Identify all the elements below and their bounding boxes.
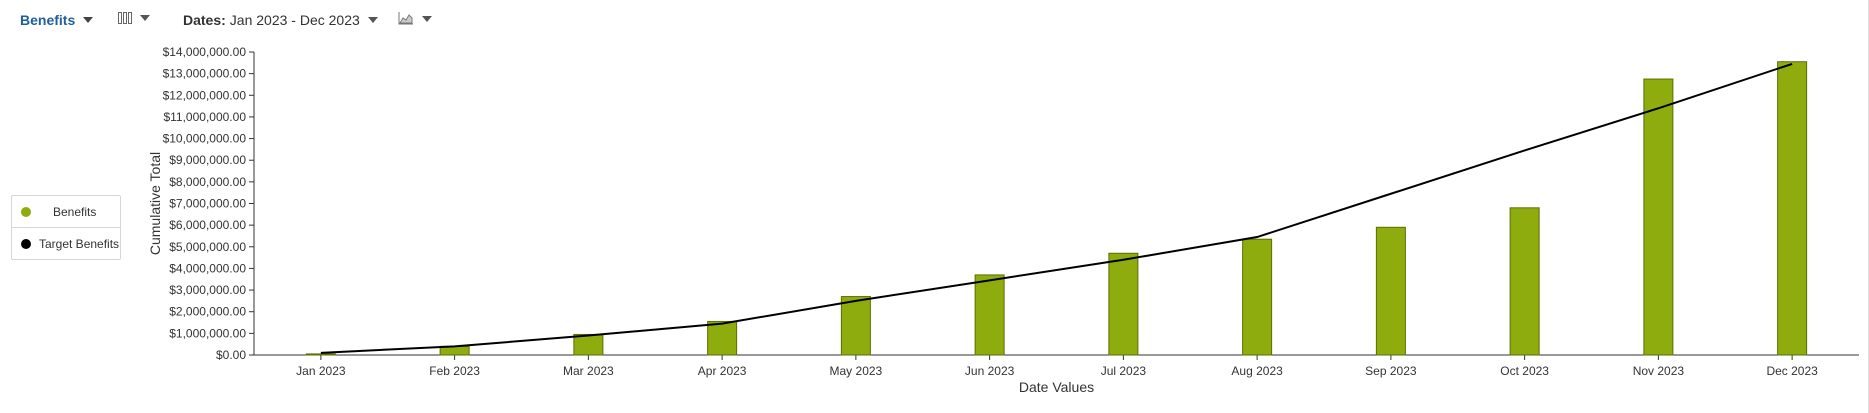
columns-dropdown[interactable] <box>118 12 150 24</box>
chevron-down-icon <box>367 17 378 23</box>
chart-toolbar: Benefits Dates: Jan 2023 - Dec 2023 <box>0 0 1869 40</box>
chevron-down-icon <box>422 15 432 22</box>
target-benefits-line <box>320 62 1793 354</box>
benefits-dropdown[interactable]: Benefits <box>20 12 94 28</box>
target-benefits-dot-icon <box>21 238 31 249</box>
bar-benefits <box>974 274 1005 356</box>
bar-benefits <box>840 296 871 356</box>
bar-benefits <box>573 333 604 356</box>
y-tick-label: $3,000,000.00 <box>169 283 246 297</box>
y-tick-label: $6,000,000.00 <box>169 218 246 232</box>
y-tick-label: $7,000,000.00 <box>169 197 246 211</box>
y-tick-label: $1,000,000.00 <box>169 326 246 340</box>
bar-benefits <box>1643 78 1674 356</box>
bar-benefits <box>1509 207 1540 356</box>
y-tick-label: $14,000,000.00 <box>163 45 247 59</box>
legend-label-target-benefits: Target Benefits <box>39 236 120 251</box>
dates-value: Jan 2023 - Dec 2023 <box>229 12 360 28</box>
x-tick-label: Nov 2023 <box>1633 364 1685 378</box>
x-tick-label: May 2023 <box>830 364 883 378</box>
chart-legend: Benefits Target Benefits <box>11 195 121 260</box>
bar-benefits <box>707 320 738 356</box>
y-tick-label: $11,000,000.00 <box>163 110 246 124</box>
y-tick-label: $5,000,000.00 <box>169 240 246 254</box>
x-tick-label: Oct 2023 <box>1500 364 1549 378</box>
area-chart-icon <box>398 12 413 25</box>
bar-benefits <box>1242 238 1273 356</box>
chart-type-dropdown[interactable] <box>398 12 432 25</box>
x-tick-label: Mar 2023 <box>563 364 614 378</box>
bar-benefits <box>1108 252 1139 356</box>
x-tick-label: Jul 2023 <box>1101 364 1147 378</box>
legend-item-benefits[interactable]: Benefits <box>12 196 120 227</box>
x-axis-title: Date Values <box>1019 379 1094 395</box>
bar-benefits <box>1375 226 1406 356</box>
x-tick-label: Aug 2023 <box>1231 364 1283 378</box>
legend-label-benefits: Benefits <box>53 204 97 219</box>
bar-benefits <box>305 353 336 356</box>
x-tick-label: Apr 2023 <box>698 364 747 378</box>
dates-label: Dates: <box>183 12 226 28</box>
dates-dropdown[interactable]: Dates: Jan 2023 - Dec 2023 <box>183 12 378 28</box>
y-tick-label: $13,000,000.00 <box>163 67 247 81</box>
x-tick-label: Dec 2023 <box>1766 364 1818 378</box>
benefits-dot-icon <box>21 206 31 217</box>
y-tick-label: $8,000,000.00 <box>169 175 246 189</box>
x-tick-label: Jan 2023 <box>296 364 346 378</box>
y-tick-label: $0.00 <box>216 348 246 362</box>
y-tick-label: $12,000,000.00 <box>163 88 247 102</box>
y-tick-label: $4,000,000.00 <box>169 261 246 275</box>
x-tick-label: Jun 2023 <box>965 364 1015 378</box>
y-tick-label: $2,000,000.00 <box>169 305 246 319</box>
benefits-dropdown-label: Benefits <box>20 12 76 28</box>
chevron-down-icon <box>83 17 94 23</box>
y-axis-title: Cumulative Total <box>147 152 163 255</box>
columns-icon <box>118 12 132 24</box>
y-tick-label: $9,000,000.00 <box>169 153 246 167</box>
bar-benefits <box>1777 61 1808 356</box>
chevron-down-icon <box>140 15 150 21</box>
legend-item-target-benefits[interactable]: Target Benefits <box>12 227 120 259</box>
x-tick-label: Feb 2023 <box>429 364 480 378</box>
x-tick-label: Sep 2023 <box>1365 364 1417 378</box>
y-tick-label: $10,000,000.00 <box>163 132 247 146</box>
